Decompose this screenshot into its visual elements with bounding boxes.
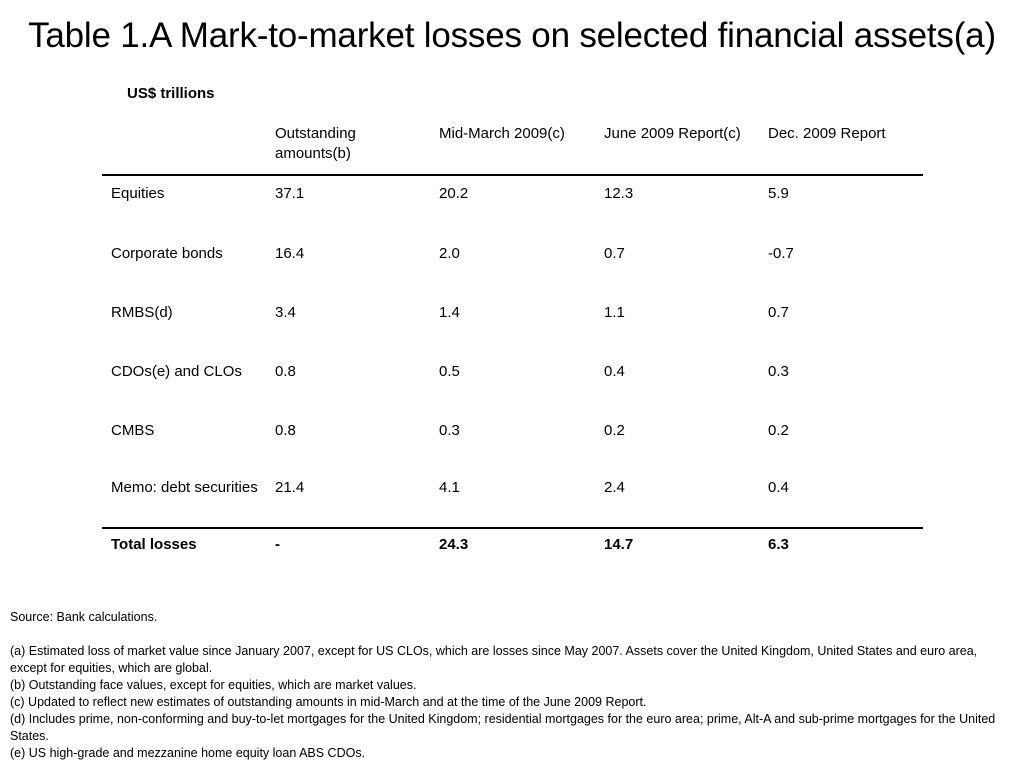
table-row: Corporate bonds 16.4 2.0 0.7 -0.7 [102, 236, 923, 295]
table-cell: 4.1 [439, 479, 460, 496]
table-cell: 3.4 [275, 304, 296, 321]
row-label: Memo: debt securities [111, 479, 258, 496]
page-title: Table 1.A Mark-to-market losses on selec… [28, 16, 996, 55]
table-cell: 1.1 [604, 304, 625, 321]
total-cell: 24.3 [439, 536, 469, 553]
table-row: CMBS 0.8 0.3 0.2 0.2 [102, 413, 923, 470]
table-cell: 0.2 [768, 422, 789, 439]
units-label: US$ trillions [127, 85, 215, 102]
total-cell: 6.3 [768, 536, 789, 553]
header-cell-asset [102, 116, 266, 175]
footnote-d: (d) Includes prime, non-conforming and b… [10, 712, 996, 743]
table-cell: 21.4 [275, 479, 305, 496]
footnote-b: (b) Outstanding face values, except for … [10, 678, 417, 692]
table-header-row: Outstanding amounts(b) Mid-March 2009(c)… [102, 116, 923, 175]
table-cell: 1.4 [439, 304, 460, 321]
header-cell-dec-2009: Dec. 2009 Report [768, 125, 886, 142]
table-cell: 37.1 [275, 185, 305, 202]
table-cell: -0.7 [768, 245, 794, 262]
table-cell: 0.7 [768, 304, 789, 321]
header-cell-outstanding: Outstanding amounts(b) [275, 125, 356, 162]
table-row: Memo: debt securities 21.4 4.1 2.4 0.4 [102, 470, 923, 528]
total-label: Total losses [111, 536, 197, 553]
table-cell: 0.5 [439, 363, 460, 380]
table-cell: 20.2 [439, 185, 469, 202]
footnotes: Source: Bank calculations. (a) Estimated… [10, 609, 1000, 762]
table-cell: 0.7 [604, 245, 625, 262]
table-cell: 12.3 [604, 185, 634, 202]
table-cell: 5.9 [768, 185, 789, 202]
source-note: Source: Bank calculations. [10, 610, 158, 624]
table-cell: 0.2 [604, 422, 625, 439]
table-cell: 0.8 [275, 422, 296, 439]
table-cell: 0.4 [768, 479, 789, 496]
total-cell: - [275, 536, 280, 553]
row-label: Equities [111, 185, 165, 202]
footnote-e: (e) US high-grade and mezzanine home equ… [10, 746, 366, 760]
table-cell: 2.4 [604, 479, 625, 496]
row-label: Corporate bonds [111, 245, 223, 262]
total-cell: 14.7 [604, 536, 634, 553]
footnote-c: (c) Updated to reflect new estimates of … [10, 695, 647, 709]
table-row: Equities 37.1 20.2 12.3 5.9 [102, 175, 923, 236]
row-label: CMBS [111, 422, 155, 439]
row-label: RMBS(d) [111, 304, 173, 321]
header-cell-mid-march-2009: Mid-March 2009(c) [439, 125, 565, 142]
table-row: CDOs(e) and CLOs 0.8 0.5 0.4 0.3 [102, 354, 923, 413]
table-cell: 0.4 [604, 363, 625, 380]
total-row: Total losses - 24.3 14.7 6.3 [102, 528, 923, 560]
footnote-a: (a) Estimated loss of market value since… [10, 644, 978, 675]
losses-table: Outstanding amounts(b) Mid-March 2009(c)… [102, 116, 923, 560]
table-cell: 0.3 [768, 363, 789, 380]
table-cell: 2.0 [439, 245, 460, 262]
table-cell: 0.3 [439, 422, 460, 439]
table-cell: 16.4 [275, 245, 305, 262]
table-cell: 0.8 [275, 363, 296, 380]
row-label: CDOs(e) and CLOs [111, 363, 242, 380]
header-cell-june-2009: June 2009 Report(c) [604, 125, 741, 142]
table-row: RMBS(d) 3.4 1.4 1.1 0.7 [102, 295, 923, 354]
